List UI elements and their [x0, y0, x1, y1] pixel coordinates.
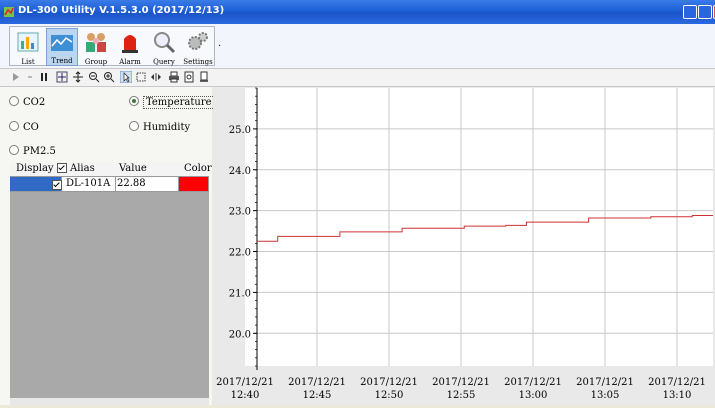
- query-button[interactable]: Query: [148, 28, 180, 66]
- y-tick-label: 21.0: [229, 288, 251, 299]
- close-button[interactable]: [713, 5, 715, 19]
- group-icon: [86, 33, 106, 52]
- value-cell: 22.88: [116, 177, 179, 192]
- query-icon: [154, 32, 176, 54]
- alias-header: Alias: [70, 163, 95, 174]
- co2-label: CO2: [23, 97, 46, 108]
- device-grid: Display Alias Value Color DL-101A 22.88: [10, 162, 212, 405]
- x-tick-label-time: 12:40: [231, 390, 260, 401]
- x-tick-label-date: 2017/12/21: [360, 377, 418, 388]
- alarm-label: Alarm: [119, 58, 141, 66]
- trend-chart: 20.0 21.0 22.0 23.0 24.0 25.0 2017/12/21 12:40…: [213, 87, 715, 405]
- radio-dot: [129, 121, 139, 131]
- y-tick-label: 22.0: [229, 248, 251, 259]
- display-all-checkbox[interactable]: [57, 163, 67, 175]
- display-checkbox[interactable]: [52, 180, 62, 190]
- grid-header: Display Alias Value Color: [10, 162, 212, 177]
- color-swatch[interactable]: [179, 177, 209, 192]
- title-bar: DL-300 Utility V.1.5.3.0 (2017/12/13): [0, 0, 715, 24]
- list-icon: [17, 32, 39, 52]
- x-tick-label-time: 12:55: [447, 390, 476, 401]
- maximize-button[interactable]: [698, 5, 712, 19]
- settings-icon: [188, 32, 208, 50]
- temperature-label: Temperature: [143, 96, 215, 109]
- table-row[interactable]: DL-101A 22.88: [10, 177, 209, 192]
- chart-toolbar: [0, 69, 715, 87]
- app-icon: [4, 7, 14, 17]
- page-setup-icon[interactable]: [198, 71, 210, 83]
- query-label: Query: [153, 58, 175, 66]
- trend-button[interactable]: Trend: [46, 28, 78, 66]
- window-title: DL-300 Utility V.1.5.3.0 (2017/12/13): [18, 5, 225, 16]
- horizontal-scrollbar[interactable]: [10, 398, 209, 405]
- y-tick-label: 24.0: [229, 166, 251, 177]
- radio-dot-selected: [129, 96, 139, 106]
- toolbar-group: List Trend Group Alarm Query Settings: [9, 26, 215, 66]
- pause-icon[interactable]: [38, 71, 50, 83]
- stop-icon[interactable]: [24, 71, 36, 83]
- radio-dot: [9, 96, 19, 106]
- x-tick-label-date: 2017/12/21: [576, 377, 634, 388]
- trend-label: Trend: [51, 57, 73, 65]
- trend-icon: [51, 35, 73, 51]
- color-header: Color: [184, 163, 212, 174]
- settings-button[interactable]: Settings: [182, 28, 214, 66]
- temperature-radio[interactable]: Temperature: [129, 96, 215, 109]
- x-tick-label-time: 12:45: [303, 390, 332, 401]
- pm25-label: PM2.5: [23, 146, 56, 157]
- zoom-in-icon[interactable]: [103, 71, 115, 83]
- list-button[interactable]: List: [12, 28, 44, 66]
- print-preview-icon[interactable]: [183, 71, 195, 83]
- main-toolbar: List Trend Group Alarm Query Settings .: [0, 24, 715, 69]
- move-icon[interactable]: [72, 71, 84, 83]
- group-button[interactable]: Group: [80, 28, 112, 66]
- minimize-button[interactable]: [683, 5, 697, 19]
- alarm-icon: [122, 35, 138, 53]
- x-tick-label-time: 12:50: [375, 390, 404, 401]
- value-header: Value: [119, 163, 147, 174]
- display-cell[interactable]: [10, 177, 62, 192]
- x-tick-label-time: 13:10: [663, 390, 692, 401]
- x-tick-label-date: 2017/12/21: [288, 377, 346, 388]
- co2-radio[interactable]: CO2: [9, 96, 45, 108]
- alias-cell: DL-101A: [62, 177, 116, 192]
- y-tick-label: 23.0: [229, 207, 251, 218]
- x-tick-label-time: 13:05: [591, 390, 620, 401]
- y-tick-label: 20.0: [229, 329, 251, 340]
- alarm-button[interactable]: Alarm: [114, 28, 146, 66]
- temperature-series-line: [257, 215, 713, 242]
- x-tick-label-time: 13:00: [519, 390, 548, 401]
- list-label: List: [21, 58, 35, 66]
- chart-canvas[interactable]: 20.0 21.0 22.0 23.0 24.0 25.0 2017/12/21 12:40…: [213, 87, 715, 405]
- print-icon[interactable]: [168, 71, 180, 83]
- play-icon[interactable]: [10, 71, 22, 83]
- humidity-label: Humidity: [143, 122, 191, 133]
- toolbar-overflow[interactable]: .: [218, 38, 222, 49]
- y-tick-label: 25.0: [229, 125, 251, 136]
- pointer-icon[interactable]: [120, 71, 132, 83]
- fit-icon[interactable]: [150, 71, 162, 83]
- settings-label: Settings: [183, 58, 213, 66]
- select-area-icon[interactable]: [135, 71, 147, 83]
- humidity-radio[interactable]: Humidity: [129, 121, 190, 133]
- pm25-radio[interactable]: PM2.5: [9, 145, 56, 157]
- x-tick-label-date: 2017/12/21: [648, 377, 706, 388]
- group-label: Group: [84, 58, 108, 66]
- zoom-out-icon[interactable]: [88, 71, 100, 83]
- crosshair-icon[interactable]: [56, 71, 68, 83]
- co-label: CO: [23, 122, 39, 133]
- co-radio[interactable]: CO: [9, 121, 39, 133]
- radio-dot: [9, 145, 19, 155]
- display-header: Display: [16, 163, 54, 174]
- radio-dot: [9, 121, 19, 131]
- x-tick-label-date: 2017/12/21: [432, 377, 490, 388]
- x-tick-label-date: 2017/12/21: [504, 377, 562, 388]
- x-tick-label-date: 2017/12/21: [216, 377, 274, 388]
- plot-area: [245, 88, 713, 366]
